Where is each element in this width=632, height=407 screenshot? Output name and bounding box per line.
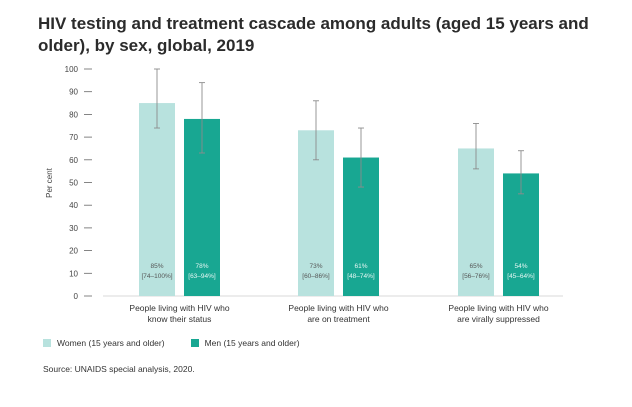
y-tick-label: 0 bbox=[74, 292, 79, 301]
bar bbox=[458, 148, 494, 296]
y-axis-label: Per cent bbox=[45, 167, 54, 198]
legend-label-women: Women (15 years and older) bbox=[57, 338, 165, 348]
data-label: 65% bbox=[469, 263, 482, 270]
chart-title: HIV testing and treatment cascade among … bbox=[38, 14, 589, 55]
legend-item-women: Women (15 years and older) bbox=[43, 338, 165, 348]
y-tick-label: 50 bbox=[69, 179, 78, 188]
y-tick-label: 70 bbox=[69, 133, 78, 142]
x-tick-label: are on treatment bbox=[307, 314, 370, 324]
x-tick-label: are virally suppressed bbox=[457, 314, 540, 324]
data-range-label: [45–64%] bbox=[507, 273, 535, 280]
y-tick-label: 20 bbox=[69, 247, 78, 256]
data-range-label: [56–76%] bbox=[462, 273, 490, 280]
x-tick-label: People living with HIV who bbox=[288, 303, 388, 313]
bars: 85% [74–100%] 78% [63–94%] 73% [60–86%] 61% [48… bbox=[139, 68, 539, 296]
y-tick-label: 60 bbox=[69, 156, 78, 165]
y-axis: 0 10 20 30 40 50 60 70 80 90 100 bbox=[65, 65, 92, 301]
y-tick-label: 10 bbox=[69, 269, 78, 278]
data-range-label: [48–74%] bbox=[347, 273, 375, 280]
data-label: 78% bbox=[195, 263, 208, 270]
source-note: Source: UNAIDS special analysis, 2020. bbox=[43, 364, 195, 374]
y-tick-label: 40 bbox=[69, 201, 78, 210]
legend: Women (15 years and older) Men (15 years… bbox=[43, 338, 300, 348]
legend-item-men: Men (15 years and older) bbox=[190, 338, 300, 348]
legend-swatch-women bbox=[43, 339, 51, 347]
y-tick-label: 80 bbox=[69, 110, 78, 119]
data-range-label: [74–100%] bbox=[141, 273, 172, 280]
data-label: 85% bbox=[150, 263, 163, 270]
legend-swatch-men bbox=[190, 339, 199, 347]
x-tick-label: People living with HIV who bbox=[129, 303, 229, 313]
bar bbox=[139, 103, 175, 296]
data-label: 54% bbox=[514, 263, 527, 270]
y-tick-label: 100 bbox=[65, 65, 79, 74]
x-tick-label: People living with HIV who bbox=[448, 303, 548, 313]
legend-label-men: Men (15 years and older) bbox=[204, 338, 300, 348]
data-label: 73% bbox=[309, 263, 322, 270]
y-tick-label: 30 bbox=[69, 224, 78, 233]
data-label: 61% bbox=[354, 263, 367, 270]
x-tick-label: know their status bbox=[148, 314, 212, 324]
y-tick-label: 90 bbox=[69, 88, 78, 97]
data-range-label: [60–86%] bbox=[302, 273, 330, 280]
data-range-label: [63–94%] bbox=[188, 273, 216, 280]
